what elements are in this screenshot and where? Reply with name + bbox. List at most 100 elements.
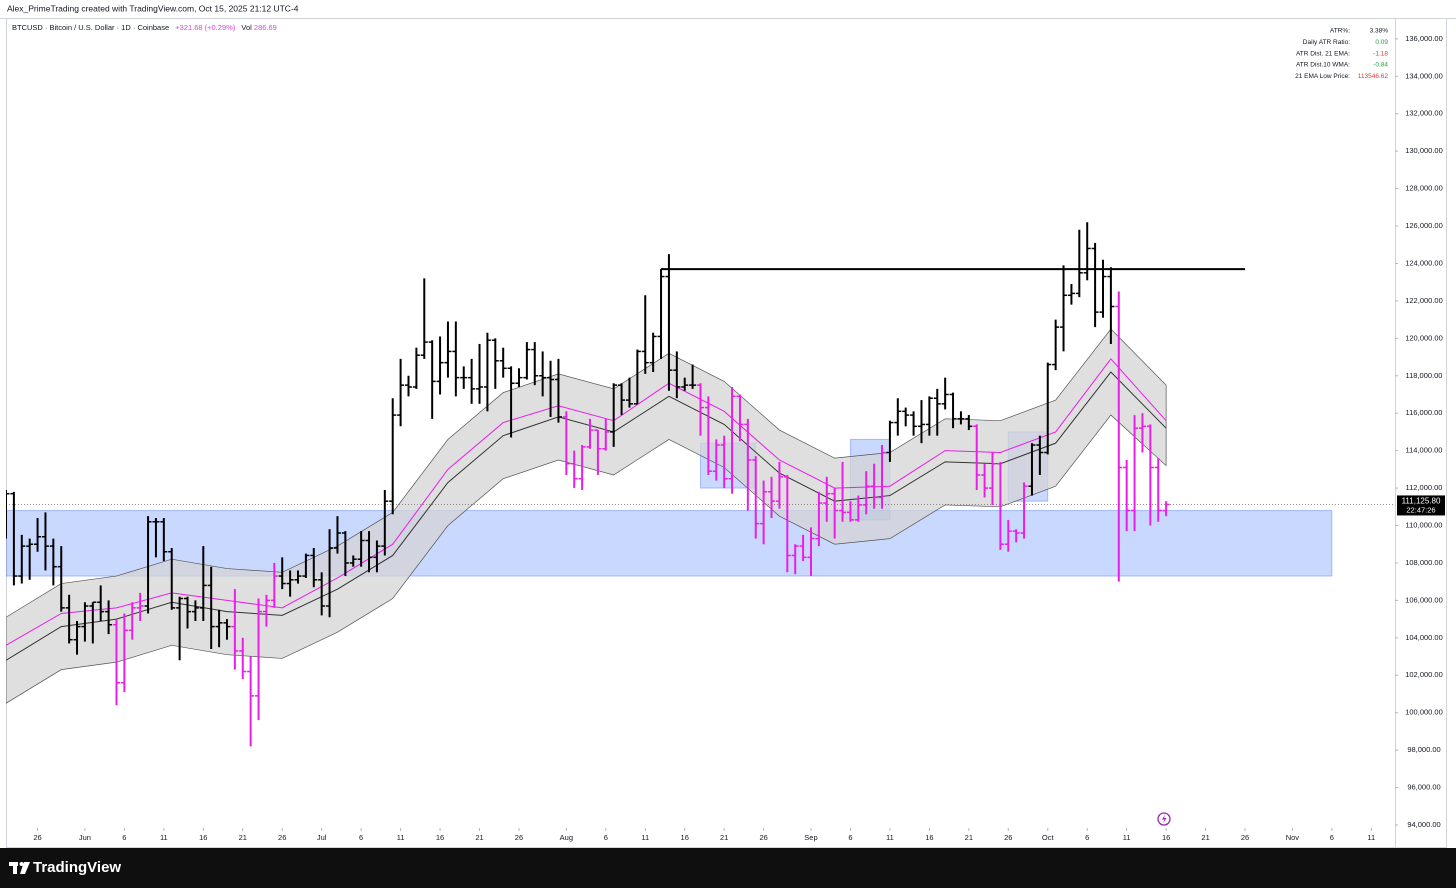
x-tick-label: Nov [1286, 833, 1300, 842]
x-tick-label: 11 [641, 833, 649, 842]
ohlc-bar [483, 332, 491, 412]
ohlc-bar [262, 594, 270, 627]
ohlc-bar [1075, 229, 1083, 298]
ohlc-bar [973, 424, 981, 490]
ohlc-bar [294, 570, 302, 584]
ohlc-bar [333, 516, 341, 554]
ohlc-bar [1107, 267, 1115, 344]
ohlc-bar [389, 398, 397, 515]
y-tick-label: 110,000.00 [1406, 520, 1443, 529]
y-tick-label: 134,000.00 [1405, 71, 1443, 80]
x-tick-label: 21 [965, 833, 973, 842]
y-tick-label: 120,000.00 [1405, 333, 1443, 342]
ohlc-bar [365, 531, 373, 573]
ohlc-bar [894, 398, 902, 436]
ohlc-bar [807, 527, 815, 577]
y-tick-label: 108,000.00 [1405, 558, 1443, 567]
ohlc-bar [728, 386, 736, 494]
ohlc-bar [207, 566, 215, 650]
x-tick-label: 21 [720, 833, 728, 842]
brand-name[interactable]: TradingView [33, 859, 121, 876]
ohlc-bar [10, 491, 18, 586]
ohlc-bar [854, 495, 862, 522]
x-tick-label: 21 [475, 833, 483, 842]
ohlc-bar [278, 557, 286, 590]
ohlc-bar [1028, 443, 1036, 496]
ohlc-bar [712, 439, 720, 481]
ohlc-bar [989, 452, 997, 505]
ohlc-bar [476, 343, 484, 404]
band-area [6, 328, 1167, 704]
price-label: 111,125.80 [1402, 497, 1441, 506]
x-tick-label: 16 [199, 833, 207, 842]
x-tick-label: 11 [1123, 833, 1131, 842]
x-tick-label: Jun [79, 833, 91, 842]
x-tick-label: Jul [317, 833, 327, 842]
ohlc-bar [870, 463, 878, 509]
ohlc-bar [318, 572, 326, 616]
ohlc-bar [168, 547, 176, 610]
replay-icon[interactable] [1157, 812, 1171, 826]
ohlc-bar [1138, 413, 1146, 453]
ohlc-bar [823, 476, 831, 522]
x-tick-label: 6 [1085, 833, 1089, 842]
ohlc-bar [255, 598, 263, 721]
stat-value: 113546.62 [1358, 73, 1389, 80]
x-tick-label: 21 [239, 833, 247, 842]
ohlc-bar [18, 534, 26, 584]
stat-value: -1.18 [1373, 50, 1388, 57]
ohlc-bar [357, 531, 365, 567]
ohlc-bar [231, 589, 239, 670]
x-tick-label: 11 [160, 833, 168, 842]
y-tick-label: 94,000.00 [1407, 820, 1440, 829]
ohlc-bar [1115, 291, 1123, 582]
frame [6, 18, 1447, 848]
y-tick-label: 132,000.00 [1405, 109, 1443, 118]
ohlc-bar [239, 637, 247, 680]
ohlc-bar [657, 269, 665, 359]
ohlc-bar [452, 321, 460, 397]
x-tick-label: 6 [359, 833, 363, 842]
ohlc-bar [460, 366, 468, 389]
ohlc-bar [957, 411, 965, 425]
logo-part [20, 862, 30, 874]
y-tick-label: 114,000.00 [1406, 446, 1443, 455]
ohlc-bar [1020, 482, 1028, 539]
x-tick-label: Oct [1042, 833, 1055, 842]
ohlc-bar [775, 461, 783, 509]
ohlc-bar [397, 358, 405, 427]
ohlc-bar [878, 445, 886, 509]
ohlc-bar [949, 392, 957, 429]
x-tick-label: 16 [681, 833, 689, 842]
ohlc-bar [941, 377, 949, 410]
ohlc-bar [420, 278, 428, 359]
ohlc-bar [41, 512, 49, 571]
stat-label: ATR Dist.10 WMA: [1296, 62, 1350, 69]
ohlc-bar [547, 360, 555, 417]
y-tick-label: 126,000.00 [1405, 221, 1443, 230]
stat-label: ATR Dist. 21 EMA: [1296, 50, 1350, 57]
ohlc-bar [128, 602, 136, 640]
ohlc-bar [436, 336, 444, 395]
ohlc-bar [1099, 259, 1107, 318]
x-tick-label: 6 [604, 833, 608, 842]
x-tick-label: Sep [804, 833, 817, 842]
ohlc-bar [176, 596, 184, 661]
ohlc-bar [89, 601, 97, 644]
stat-label: 21 EMA Low Price: [1295, 73, 1350, 80]
ohlc-bar [144, 516, 152, 614]
x-tick-label: 11 [1367, 833, 1375, 842]
ohlc-bar [768, 476, 776, 519]
ohlc-bar [1146, 424, 1154, 526]
ohlc-bar [1162, 501, 1170, 517]
ohlc-bar [697, 383, 704, 436]
ohlc-bar [831, 488, 839, 539]
ohlc-bar [649, 332, 657, 373]
ohlc-bar [1060, 265, 1068, 352]
ohlc-bar [602, 418, 610, 451]
y-tick-label: 128,000.00 [1405, 184, 1443, 193]
x-tick-label: 16 [436, 833, 444, 842]
x-tick-label: 26 [1241, 833, 1249, 842]
ohlc-bar [618, 383, 626, 416]
stat-value: 3.38% [1370, 28, 1389, 35]
